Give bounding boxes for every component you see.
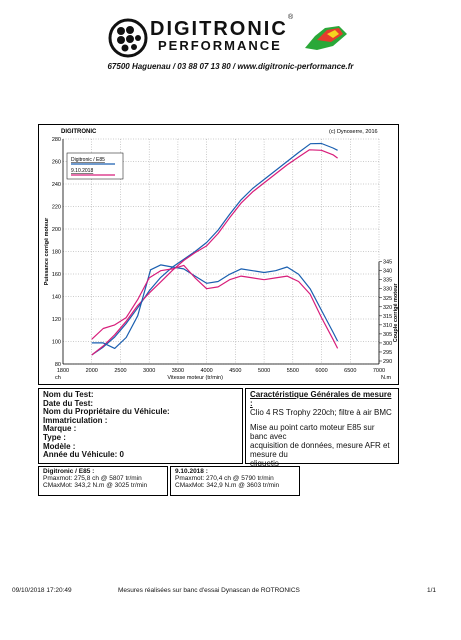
y-tick-label-left: 100 (52, 340, 61, 346)
result-test2-title: 9.10.2018 : (175, 468, 208, 475)
result-e85-panel: Digitronic / E85 : Pmaxmot: 275,8 ch @ 5… (38, 466, 168, 496)
vehicle-info-label: Nom du Test: (43, 390, 94, 399)
y-tick-label-right: 310 (383, 323, 392, 329)
x-tick-label: 3500 (172, 368, 184, 374)
measure-info-panel: Caractéristique Générales de mesure : Cl… (245, 388, 399, 468)
x-tick-label: 2500 (114, 368, 126, 374)
y-tick-label-right: 325 (383, 296, 392, 302)
footer-note: Mesures réalisées sur banc d'essai Dynas… (118, 587, 300, 594)
y-tick-label-left: 240 (52, 182, 61, 188)
vehicle-info-label: Date du Test: (43, 398, 94, 408)
footer-page: 1/1 (427, 587, 437, 594)
footer-timestamp: 09/10/2018 17:20:49 (12, 587, 72, 594)
x-unit-right: N.m (381, 375, 392, 381)
power-curve (91, 142, 338, 356)
y-tick-label-left: 120 (52, 317, 61, 323)
x-tick-label: 4000 (201, 368, 213, 374)
legend-label: Digitronic / E85 (71, 157, 105, 163)
y-tick-label-right: 345 (383, 260, 392, 266)
vehicle-info-label: Type : (43, 432, 66, 442)
y-tick-label-right: 335 (383, 278, 392, 284)
vehicle-info-label: Modèle : (43, 441, 76, 451)
torque-curve (91, 264, 339, 349)
logo-dots-icon (108, 18, 148, 58)
chart-svg: DIGITRONIC (c) Dynoserre, 2016 1800 2000 250… (44, 129, 399, 381)
y-axis-label-left: Puissance corrigé moteur (44, 217, 50, 285)
torque-curve (91, 264, 339, 349)
power-curve (91, 149, 338, 356)
result-e85-power: Pmaxmot: 275,8 ch @ 5807 tr/min (43, 475, 142, 482)
x-tick-label: 1800 (57, 368, 69, 374)
y-tick-label-left: 180 (52, 250, 61, 256)
y-tick-label-right: 330 (383, 287, 392, 293)
brand-logo (108, 16, 347, 60)
x-unit-left: ch (55, 375, 61, 381)
y-tick-label-left: 260 (52, 160, 61, 166)
legend-label: 9.10.2018 (71, 168, 93, 174)
x-tick-label: 2000 (86, 368, 98, 374)
y-tick-label-left: 160 (52, 272, 61, 278)
measure-note-line: acquisition de données, mesure AFR et me… (250, 441, 390, 460)
measure-note-line: cliquetis (250, 459, 279, 469)
measure-title: Caractéristique Générales de mesure : (250, 390, 392, 408)
vehicle-info-label: Année du Véhicule: 0 (43, 450, 124, 460)
x-tick-label: 4500 (229, 368, 241, 374)
vehicle-info-panel: Nom du Test: Date du Test: Nom du Propriét… (38, 388, 243, 464)
registered-mark: ® (288, 14, 294, 21)
result-test2-power: Pmaxmot: 270,4 ch @ 5790 tr/min (175, 475, 274, 482)
x-axis-label: Vitesse moteur (tr/min) (167, 375, 223, 381)
y-tick-label-right: 300 (383, 341, 392, 347)
chart-title-right: (c) Dynoserre, 2016 (329, 129, 378, 135)
x-tick-label: 5500 (287, 368, 299, 374)
y-tick-label-right: 290 (383, 359, 392, 365)
brand-name: DIGITRONIC (150, 18, 288, 40)
vehicle-info-label: Marque : (43, 424, 77, 434)
measure-note-line: Mise au point carto moteur E85 sur banc … (250, 423, 375, 442)
y-tick-label-left: 200 (52, 227, 61, 233)
y-tick-label-left: 80 (55, 362, 61, 368)
y-axis-label-right: Couple corrigé moteur (393, 282, 398, 342)
y-tick-label-left: 140 (52, 295, 61, 301)
y-tick-label-right: 315 (383, 314, 392, 320)
brand-subtitle: PERFORMANCE (158, 38, 282, 53)
vehicle-info-label: Nom du Propriétaire du Véhicule: (43, 407, 170, 417)
result-e85-title: Digitronic / E85 : (43, 468, 95, 475)
x-tick-label: 7000 (373, 368, 385, 374)
chart-title-left: DIGITRONIC (61, 129, 97, 135)
dyno-graph-icon (305, 26, 347, 50)
vehicle-description: Clio 4 RS Trophy 220ch; filtre à air BMC (250, 408, 392, 418)
vehicle-info-label: Immatriculation : (43, 415, 108, 425)
y-tick-label-left: 280 (52, 137, 61, 143)
y-tick-label-left: 220 (52, 205, 61, 211)
result-test2-panel: 9.10.2018 : Pmaxmot: 270,4 ch @ 5790 tr/… (170, 466, 300, 496)
x-tick-label: 3000 (143, 368, 155, 374)
x-tick-label: 6000 (315, 368, 327, 374)
x-tick-label: 5000 (258, 368, 270, 374)
y-tick-label-right: 305 (383, 332, 392, 338)
result-e85-torque: CMaxMot: 343,2 N.m @ 3025 tr/min (43, 482, 148, 489)
y-tick-label-right: 295 (383, 350, 392, 356)
x-tick-label: 6500 (344, 368, 356, 374)
y-tick-label-right: 320 (383, 305, 392, 311)
address-line: 67500 Haguenau / 03 88 07 13 80 / www.di… (107, 62, 354, 71)
y-tick-label-right: 340 (383, 269, 392, 275)
result-test2-torque: CMaxMot: 342,9 N.m @ 3603 tr/min (175, 482, 280, 489)
dyno-chart: DIGITRONIC (c) Dynoserre, 2016 1800 2000 250… (38, 124, 399, 385)
